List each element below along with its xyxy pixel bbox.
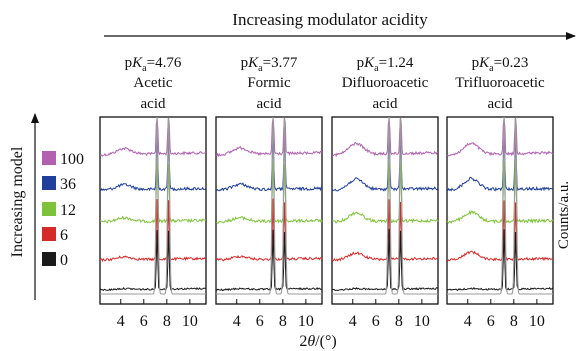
series-line-0 — [99, 229, 206, 292]
x-tick-label: 8 — [163, 313, 171, 330]
x-tick-label: 8 — [510, 313, 518, 330]
series-line-36 — [215, 129, 323, 192]
x-tick-label: 4 — [349, 313, 357, 330]
top-axis-label: Increasing modulator acidity — [232, 10, 428, 29]
legend-label-6: 6 — [60, 227, 68, 244]
series-line-12 — [215, 161, 323, 224]
panel-frame — [446, 116, 554, 305]
x-tick-label: 10 — [529, 313, 545, 330]
legend-swatch-12 — [42, 202, 56, 216]
series-line-12 — [331, 162, 439, 224]
panel-acid-name: Trifluoroacetic — [455, 75, 545, 91]
x-tick-label: 4 — [464, 313, 472, 330]
panel-acid-word: acid — [141, 96, 166, 112]
x-tick-label: 10 — [182, 313, 198, 330]
x-tick-label: 6 — [256, 313, 264, 330]
series-line-100 — [99, 117, 207, 157]
series-line-12 — [99, 162, 207, 224]
legend: 100 36 12 6 0 — [42, 151, 84, 269]
reference-pattern-line — [447, 116, 553, 295]
legend-label-12: 12 — [60, 202, 76, 219]
legend-swatch-36 — [42, 176, 56, 190]
panel-acid-name: Formic — [247, 75, 291, 91]
panel-frame — [215, 116, 323, 305]
series-line-100 — [331, 117, 439, 158]
legend-label-36: 36 — [60, 176, 76, 193]
series-line-6 — [99, 199, 207, 263]
left-axis-label: Increasing model — [9, 146, 26, 257]
legend-swatch-100 — [42, 151, 56, 165]
series-line-100 — [215, 117, 323, 158]
legend-label-100: 100 — [60, 151, 84, 168]
panel-acid-word: acid — [257, 96, 282, 112]
reference-pattern-line — [216, 116, 322, 295]
panel-acid-name: Difluoroacetic — [342, 75, 429, 91]
series-line-100 — [446, 117, 554, 157]
x-axis-label: 2θ/(°) — [299, 333, 336, 350]
series-line-6 — [446, 200, 554, 262]
x-tick-label: 4 — [117, 313, 125, 330]
reference-pattern-line — [100, 116, 206, 295]
series-line-12 — [446, 161, 554, 225]
x-tick-label: 8 — [279, 313, 287, 330]
legend-label-0: 0 — [60, 252, 68, 269]
x-tick-label: 10 — [414, 313, 430, 330]
panel-acid-word: acid — [488, 96, 513, 112]
series-line-36 — [446, 128, 554, 192]
panel-frame — [99, 116, 207, 305]
series-line-0 — [446, 229, 554, 292]
panel-pka-label: pKa=4.76 — [125, 55, 182, 74]
x-tick-label: 10 — [298, 313, 314, 330]
series-line-6 — [215, 198, 323, 262]
series-line-0 — [331, 228, 439, 292]
panel-frame — [331, 116, 439, 305]
series-line-0 — [215, 229, 323, 292]
reference-pattern-line — [332, 116, 438, 295]
panel-pka-label: pKa=1.24 — [357, 55, 414, 74]
series-line-36 — [331, 130, 439, 192]
x-tick-label: 8 — [395, 313, 403, 330]
x-tick-label: 4 — [233, 313, 241, 330]
x-tick-label: 6 — [140, 313, 148, 330]
panel-acid-name: Acetic — [133, 75, 172, 91]
x-tick-label: 6 — [372, 313, 380, 330]
series-line-6 — [331, 199, 438, 262]
series-line-36 — [99, 128, 207, 192]
legend-swatch-6 — [42, 227, 56, 241]
panel-acid-word: acid — [373, 96, 398, 112]
panel-pka-label: pKa=0.23 — [472, 55, 529, 74]
panel-pka-label: pKa=3.77 — [241, 55, 298, 74]
legend-swatch-0 — [42, 252, 56, 266]
x-tick-label: 6 — [487, 313, 495, 330]
y-axis-label: Counts/a.u. — [556, 181, 572, 249]
